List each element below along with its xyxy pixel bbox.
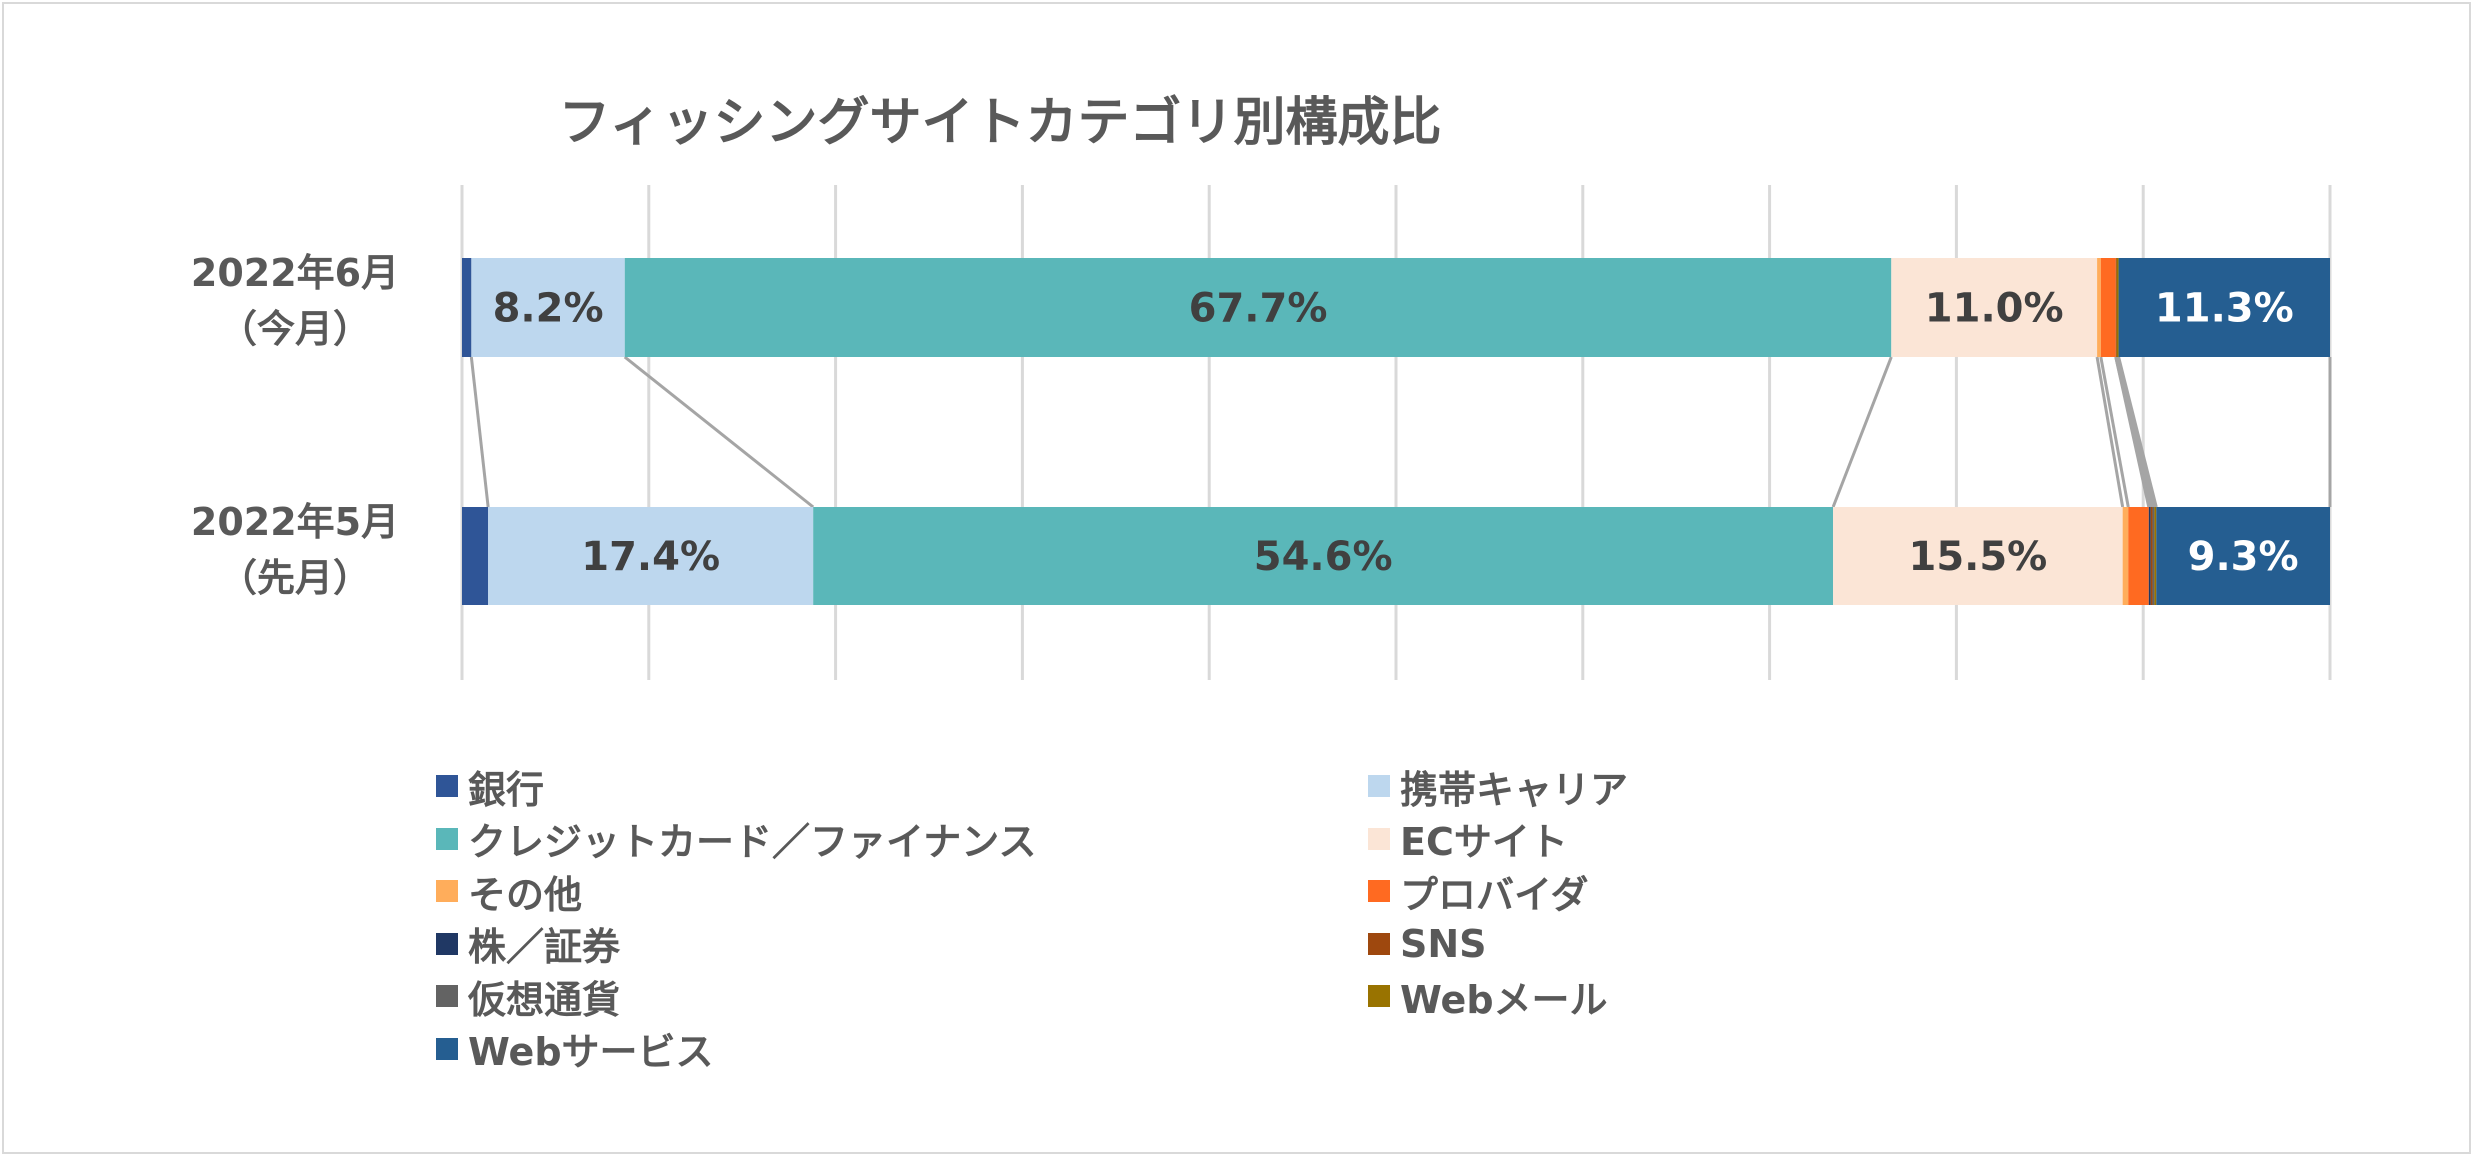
legend-swatch <box>1368 827 1390 850</box>
bar-segment <box>813 507 1834 605</box>
data-label: 9.3% <box>2188 534 2299 580</box>
legend-label: クレジットカード／ファイナンス <box>468 820 1037 864</box>
legend-label: プロバイダ <box>1400 872 1589 917</box>
category-label-line: （先月） <box>218 556 371 600</box>
legend-item: 株／証券 <box>436 918 620 970</box>
data-label: 8.2% <box>493 286 604 332</box>
legend-item: プロバイダ <box>1368 865 1588 917</box>
legend-label: SNS <box>1400 921 1487 966</box>
data-label: 15.5% <box>1908 534 2047 580</box>
bar-segment <box>2116 258 2119 357</box>
legend-label: 株／証券 <box>468 925 621 969</box>
legend-swatch <box>436 775 458 797</box>
legend-label: Webサービス <box>468 1030 714 1074</box>
series-line <box>2115 356 2156 508</box>
legend-item: ECサイト <box>1368 813 1568 865</box>
legend-item: Webサービス <box>436 1023 714 1075</box>
category-label-may: 2022年5月 （先月） <box>150 494 440 606</box>
legend-item: 携帯キャリア <box>1368 760 1628 812</box>
legend-item: 仮想通貨 <box>436 970 620 1022</box>
legend-swatch <box>1368 880 1390 902</box>
legend-label: その他 <box>468 872 583 917</box>
series-line <box>623 355 815 509</box>
legend-label: ECサイト <box>1400 820 1568 864</box>
bar-segment <box>2100 258 2116 357</box>
legend-item: 銀行 <box>436 760 544 812</box>
bar-segment <box>2115 258 2117 357</box>
bar-segment <box>2156 507 2330 605</box>
category-label-line: 2022年5月 <box>190 500 400 544</box>
bar-segment <box>2128 507 2149 605</box>
series-line <box>2095 356 2125 508</box>
bar-segment <box>1891 258 2098 357</box>
bar-segment <box>2097 258 2101 357</box>
data-label: 67.7% <box>1189 286 1328 332</box>
bar-segment <box>462 258 472 357</box>
series-line <box>1831 356 1893 508</box>
legend-swatch <box>1368 775 1390 797</box>
series-line <box>2099 356 2130 508</box>
legend-swatch <box>436 932 458 955</box>
legend-label: 銀行 <box>468 767 545 812</box>
series-line <box>2117 356 2158 508</box>
bar-segment <box>2154 507 2157 605</box>
legend-swatch <box>1368 932 1390 955</box>
category-label-line: 2022年6月 <box>190 251 400 295</box>
bar-segment <box>624 258 1892 357</box>
legend-swatch <box>1368 985 1390 1007</box>
legend-item: クレジットカード／ファイナンス <box>436 813 1036 865</box>
chart-title: フィッシングサイトカテゴリ別構成比 <box>558 93 1442 153</box>
bar-segment <box>462 507 489 605</box>
bar-segment <box>2148 507 2151 605</box>
data-label: 11.3% <box>2155 286 2294 332</box>
legend-label: Webメール <box>1400 977 1608 1022</box>
bar-segment <box>2152 507 2155 605</box>
legend-label: 携帯キャリア <box>1400 767 1629 812</box>
bar-segment <box>1833 507 2123 605</box>
bar-segment <box>2150 507 2153 605</box>
legend-item: SNS <box>1368 918 1487 970</box>
data-label: 11.0% <box>1925 286 2064 332</box>
bar-segment <box>488 507 814 605</box>
legend-swatch <box>436 1037 458 1060</box>
category-label-june: 2022年6月 （今月） <box>150 245 440 357</box>
legend-item: Webメール <box>1368 970 1608 1022</box>
category-label-line: （今月） <box>218 307 371 351</box>
bar-segment <box>2118 258 2330 357</box>
legend-item: その他 <box>436 865 582 917</box>
bar-segment <box>2122 507 2129 605</box>
series-line <box>469 356 490 508</box>
legend-swatch <box>436 985 458 1007</box>
legend-label: 仮想通貨 <box>468 977 621 1022</box>
data-label: 54.6% <box>1254 534 1393 580</box>
legend-swatch <box>436 827 458 850</box>
bar-segment <box>471 258 625 357</box>
data-label: 17.4% <box>581 534 720 580</box>
legend-swatch <box>436 880 458 902</box>
